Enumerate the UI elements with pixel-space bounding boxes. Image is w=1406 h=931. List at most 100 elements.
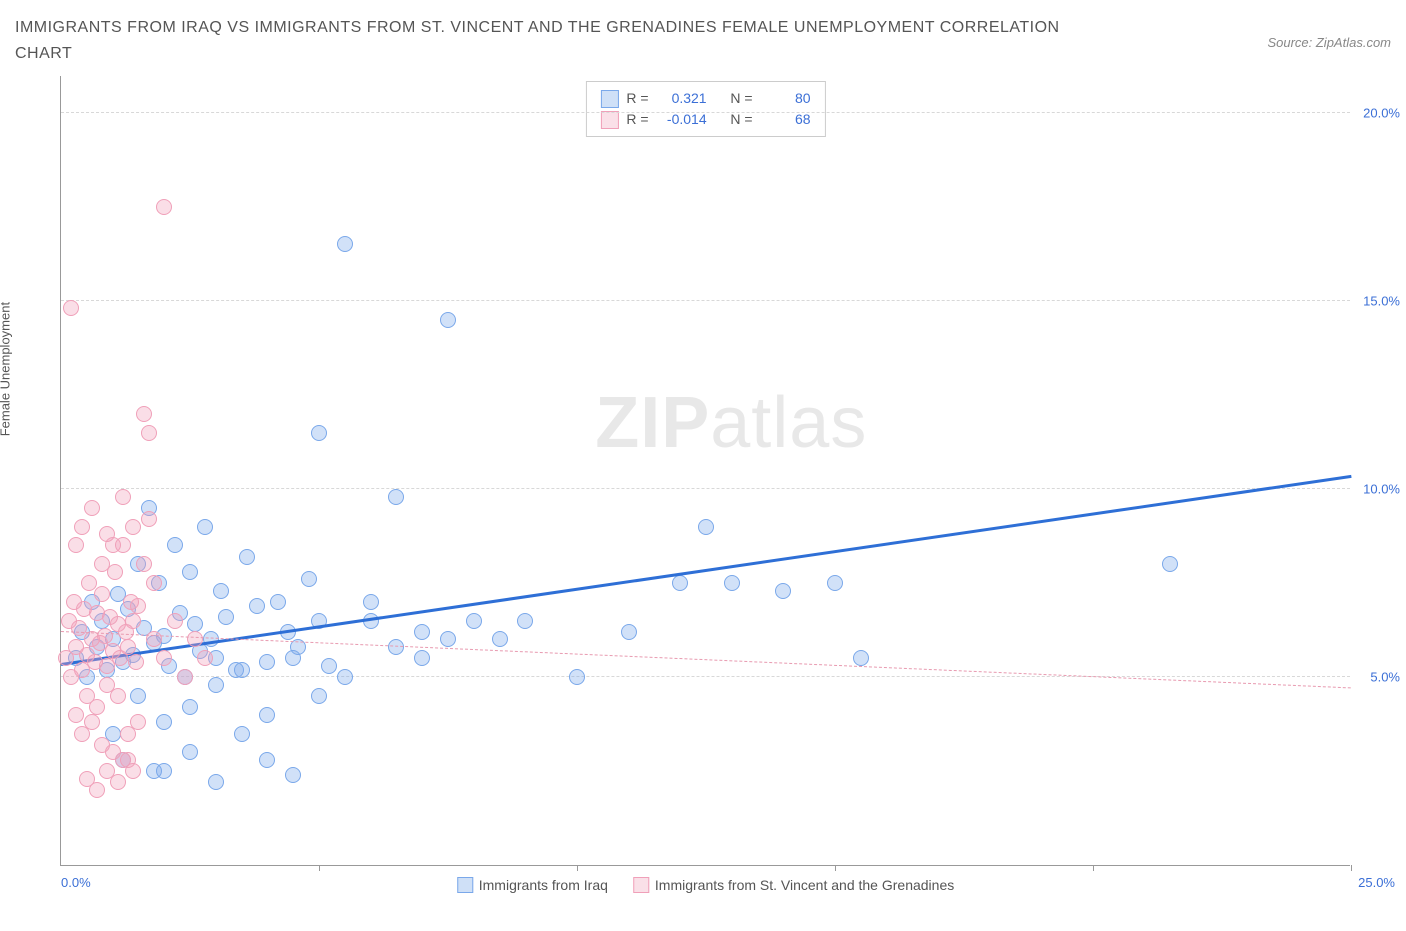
swatch-series-1-icon bbox=[457, 877, 473, 893]
data-point bbox=[569, 669, 585, 685]
data-point bbox=[187, 616, 203, 632]
data-point bbox=[218, 609, 234, 625]
data-point bbox=[321, 658, 337, 674]
data-point bbox=[698, 519, 714, 535]
data-point bbox=[182, 699, 198, 715]
data-point bbox=[492, 631, 508, 647]
x-tick bbox=[577, 865, 578, 871]
data-point bbox=[130, 598, 146, 614]
data-point bbox=[285, 650, 301, 666]
chart-title: IMMIGRANTS FROM IRAQ VS IMMIGRANTS FROM … bbox=[15, 15, 1115, 66]
n-value-series-1: 80 bbox=[761, 88, 811, 109]
data-point bbox=[259, 752, 275, 768]
data-point bbox=[414, 650, 430, 666]
legend-item-series-2: Immigrants from St. Vincent and the Gren… bbox=[633, 877, 954, 893]
data-point bbox=[213, 583, 229, 599]
swatch-series-2-icon bbox=[633, 877, 649, 893]
data-point bbox=[130, 714, 146, 730]
data-point bbox=[136, 406, 152, 422]
chart-container: Female Unemployment ZIPatlas R = 0.321 N… bbox=[15, 76, 1391, 916]
data-point bbox=[84, 714, 100, 730]
x-tick bbox=[1351, 865, 1352, 871]
data-point bbox=[466, 613, 482, 629]
data-point bbox=[621, 624, 637, 640]
data-point bbox=[125, 519, 141, 535]
x-axis-min-label: 0.0% bbox=[61, 875, 91, 890]
data-point bbox=[156, 714, 172, 730]
data-point bbox=[197, 650, 213, 666]
bottom-legend: Immigrants from Iraq Immigrants from St.… bbox=[457, 877, 954, 893]
data-point bbox=[63, 300, 79, 316]
gridline bbox=[61, 300, 1350, 301]
data-point bbox=[146, 763, 162, 779]
data-point bbox=[182, 744, 198, 760]
x-axis-max-label: 25.0% bbox=[1358, 875, 1395, 890]
data-point bbox=[517, 613, 533, 629]
data-point bbox=[414, 624, 430, 640]
source-attribution: Source: ZipAtlas.com bbox=[1267, 35, 1391, 50]
y-tick-label: 5.0% bbox=[1370, 670, 1400, 685]
data-point bbox=[89, 699, 105, 715]
data-point bbox=[440, 631, 456, 647]
data-point bbox=[68, 537, 84, 553]
data-point bbox=[363, 594, 379, 610]
data-point bbox=[285, 767, 301, 783]
data-point bbox=[120, 752, 136, 768]
r-value-series-1: 0.321 bbox=[657, 88, 707, 109]
data-point bbox=[853, 650, 869, 666]
data-point bbox=[337, 669, 353, 685]
data-point bbox=[440, 312, 456, 328]
trend-line bbox=[61, 475, 1351, 666]
stats-legend-box: R = 0.321 N = 80 R = -0.014 N = 68 bbox=[585, 81, 825, 137]
data-point bbox=[775, 583, 791, 599]
data-point bbox=[187, 631, 203, 647]
swatch-series-1 bbox=[600, 90, 618, 108]
y-axis-label: Female Unemployment bbox=[0, 302, 13, 436]
data-point bbox=[136, 556, 152, 572]
swatch-series-2 bbox=[600, 111, 618, 129]
data-point bbox=[208, 774, 224, 790]
data-point bbox=[110, 688, 126, 704]
data-point bbox=[177, 669, 193, 685]
data-point bbox=[1162, 556, 1178, 572]
y-tick-label: 20.0% bbox=[1363, 105, 1400, 120]
data-point bbox=[167, 613, 183, 629]
data-point bbox=[197, 519, 213, 535]
data-point bbox=[110, 774, 126, 790]
data-point bbox=[388, 639, 404, 655]
data-point bbox=[301, 571, 317, 587]
stats-row-series-1: R = 0.321 N = 80 bbox=[600, 88, 810, 109]
y-tick-label: 15.0% bbox=[1363, 293, 1400, 308]
data-point bbox=[97, 628, 113, 644]
data-point bbox=[68, 707, 84, 723]
data-point bbox=[146, 575, 162, 591]
x-tick bbox=[319, 865, 320, 871]
data-point bbox=[724, 575, 740, 591]
data-point bbox=[827, 575, 843, 591]
data-point bbox=[311, 688, 327, 704]
data-point bbox=[239, 549, 255, 565]
data-point bbox=[156, 650, 172, 666]
data-point bbox=[388, 489, 404, 505]
data-point bbox=[234, 662, 250, 678]
data-point bbox=[141, 425, 157, 441]
gridline bbox=[61, 488, 1350, 489]
legend-item-series-1: Immigrants from Iraq bbox=[457, 877, 608, 893]
data-point bbox=[311, 425, 327, 441]
data-point bbox=[89, 782, 105, 798]
data-point bbox=[167, 537, 183, 553]
data-point bbox=[141, 511, 157, 527]
data-point bbox=[182, 564, 198, 580]
x-tick bbox=[835, 865, 836, 871]
data-point bbox=[156, 199, 172, 215]
data-point bbox=[94, 556, 110, 572]
plot-area: ZIPatlas R = 0.321 N = 80 R = -0.014 N =… bbox=[60, 76, 1350, 866]
x-tick bbox=[1093, 865, 1094, 871]
data-point bbox=[259, 707, 275, 723]
data-point bbox=[84, 500, 100, 516]
data-point bbox=[130, 688, 146, 704]
data-point bbox=[125, 613, 141, 629]
data-point bbox=[270, 594, 286, 610]
data-point bbox=[94, 586, 110, 602]
data-point bbox=[337, 236, 353, 252]
